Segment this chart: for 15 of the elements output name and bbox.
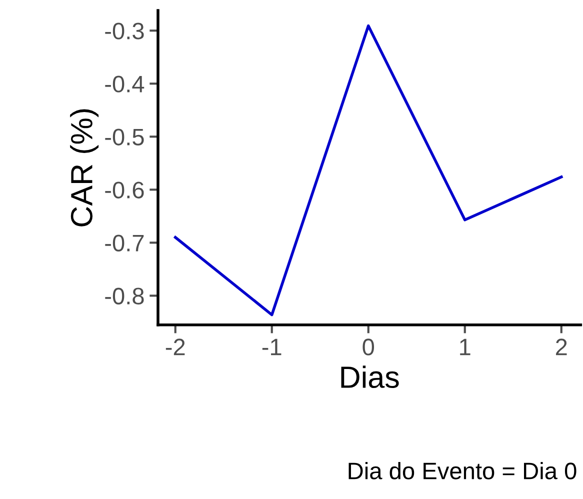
x-axis-title: Dias xyxy=(341,366,399,388)
y-tick-label: -0.7 xyxy=(105,234,144,252)
x-tick-label: 2 xyxy=(556,338,567,356)
y-tick-label: -0.8 xyxy=(105,288,144,304)
x-tick-label: -1 xyxy=(262,338,282,356)
y-tick-label: -0.3 xyxy=(105,22,144,40)
y-tick-label: -0.4 xyxy=(105,76,144,92)
x-tick-label: 0 xyxy=(362,338,374,356)
x-tick-label: -2 xyxy=(166,338,185,356)
y-tick-label: -0.5 xyxy=(105,128,144,146)
x-tick-label: 1 xyxy=(460,338,470,356)
y-tick-label: -0.6 xyxy=(105,182,144,198)
text: Dia do Evento = Dia 0 xyxy=(348,462,576,480)
line-series xyxy=(174,24,563,316)
y-axis-title: CAR (%) xyxy=(70,109,99,226)
